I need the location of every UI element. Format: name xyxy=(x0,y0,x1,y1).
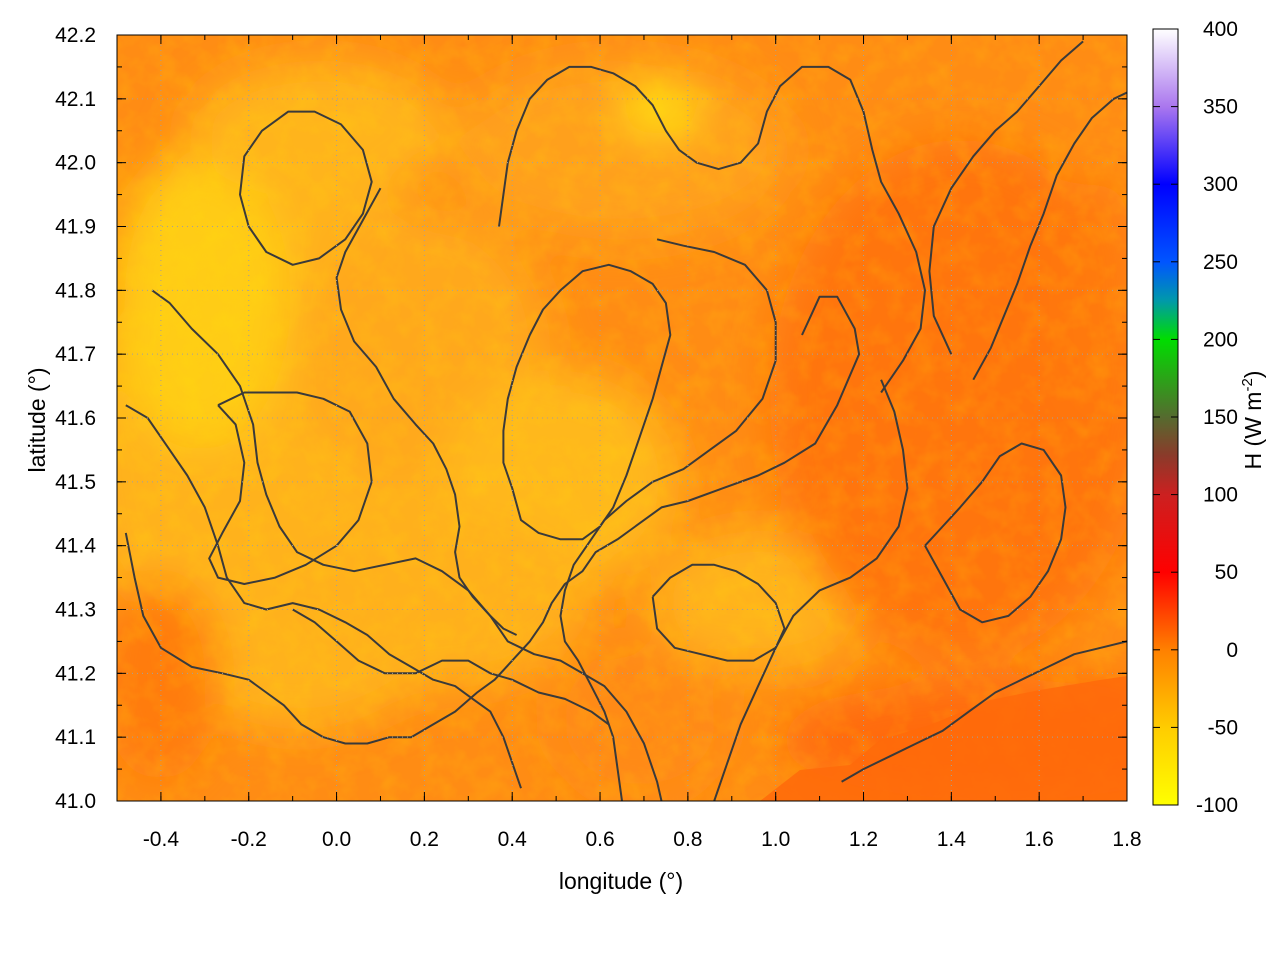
colorbar-tick-label: -100 xyxy=(1196,794,1238,817)
colorbar-tick-label: 50 xyxy=(1215,561,1238,584)
colorbar-tick-label: 200 xyxy=(1203,328,1238,351)
contour-line xyxy=(928,40,1084,355)
contour-line xyxy=(924,442,1067,624)
sea-region xyxy=(760,676,1127,801)
x-tick-label: 0.4 xyxy=(498,828,528,851)
contour-line xyxy=(972,91,1127,381)
x-axis-ticks: -0.4 -0.2 0.0 0.2 0.4 0.6 0.8 1.0 1.2 1.4 1.6 1.8 xyxy=(116,35,1142,851)
contour-line xyxy=(502,263,672,541)
x-tick-label: -0.4 xyxy=(143,828,180,851)
x-tick-label: 0.2 xyxy=(410,828,439,851)
y-tick-label: 41.6 xyxy=(55,407,96,430)
y-tick-label: 42.1 xyxy=(55,88,96,111)
colorbar-tick-label: 350 xyxy=(1203,96,1238,119)
y-tick-label: 41.4 xyxy=(55,535,96,558)
x-tick-label: 0.8 xyxy=(673,828,702,851)
colorbar-tick-label: 300 xyxy=(1203,173,1238,196)
y-tick-label: 41.8 xyxy=(55,279,96,302)
x-tick-label: 1.2 xyxy=(849,828,878,851)
y-axis-label: latitude (°) xyxy=(24,367,50,472)
y-tick-label: 41.7 xyxy=(55,343,96,366)
colorbar-tick-label: 400 xyxy=(1203,18,1238,41)
contour-line xyxy=(841,640,1127,783)
y-axis-ticks: 41.0 41.1 41.2 41.3 41.4 41.5 41.6 41.7 41.8 41.9… xyxy=(55,24,1127,813)
y-tick-label: 42.2 xyxy=(55,24,96,47)
contour-line xyxy=(651,563,786,662)
x-tick-label: -0.2 xyxy=(231,828,267,851)
contour-line xyxy=(498,65,926,394)
y-tick-label: 42.0 xyxy=(55,152,96,175)
y-tick-label: 41.3 xyxy=(55,599,96,622)
colorbar-tick-label: 250 xyxy=(1203,251,1238,274)
x-tick-label: 1.8 xyxy=(1112,828,1141,851)
contour-line xyxy=(124,295,861,745)
contour-line xyxy=(292,608,610,726)
x-tick-label: 0.6 xyxy=(585,828,614,851)
x-tick-label: 1.0 xyxy=(761,828,790,851)
colorbar-tick-label: 0 xyxy=(1226,639,1238,662)
y-tick-label: 41.0 xyxy=(55,790,96,813)
contour-line xyxy=(239,110,373,266)
y-tick-label: 41.1 xyxy=(55,726,96,749)
colorbar-tick-label: 100 xyxy=(1203,484,1238,507)
y-tick-label: 41.9 xyxy=(55,216,96,239)
colorbar-tick-label: 150 xyxy=(1203,406,1238,429)
contour-line xyxy=(713,379,909,801)
x-tick-label: 1.4 xyxy=(937,828,967,851)
heatmap-field xyxy=(117,35,1127,801)
contour-lines xyxy=(124,40,1127,801)
x-tick-label: 0.0 xyxy=(322,828,351,851)
x-axis-label: longitude (°) xyxy=(559,868,683,894)
colorbar-ticks: -100 -50 0 50 100 150 200 250 300 350 400 xyxy=(1153,18,1238,817)
contour-line xyxy=(335,187,518,636)
contour-line xyxy=(559,238,777,801)
contour-line xyxy=(125,404,522,789)
y-tick-label: 41.5 xyxy=(55,471,96,494)
contour-line xyxy=(208,391,373,585)
y-tick-label: 41.2 xyxy=(55,662,96,685)
x-tick-label: 1.6 xyxy=(1025,828,1054,851)
colorbar-tick-label: -50 xyxy=(1208,716,1238,739)
colorbar-label: H (W m-2) xyxy=(1239,371,1266,470)
gridlines xyxy=(117,35,1127,801)
